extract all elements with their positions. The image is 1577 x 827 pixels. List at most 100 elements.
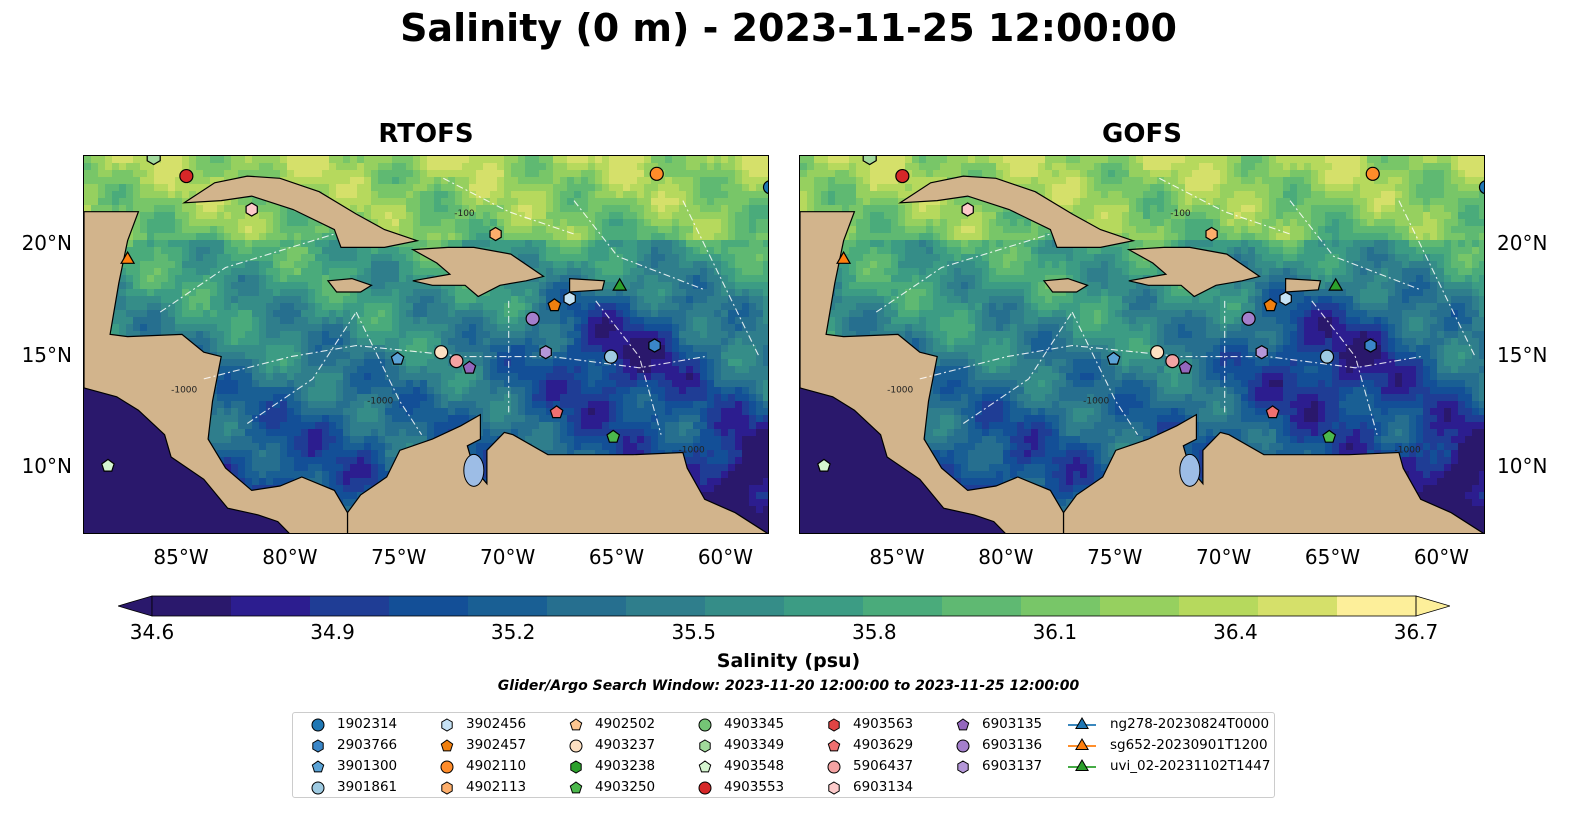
float-marker-1902314[interactable] [1478, 180, 1486, 195]
land-southam [1062, 413, 1484, 533]
float-marker-3902456[interactable] [1279, 291, 1292, 306]
float-marker-4903250[interactable] [1322, 429, 1337, 443]
lat-tick-label: 10°N [21, 454, 72, 479]
float-marker-4903548[interactable] [817, 458, 831, 472]
eez-boundary [595, 300, 662, 435]
float-marker-4903237[interactable] [1150, 345, 1165, 360]
land-hispaniola [410, 246, 545, 298]
float-marker-3901861[interactable] [1319, 349, 1335, 364]
circle-icon [569, 739, 583, 753]
glider-marker-sg652-20230901T1200[interactable] [120, 250, 136, 264]
legend: 1902314 2903766 3901300 3901861 3902456 39024… [292, 712, 1275, 798]
lon-tick-label: 65°W [588, 545, 645, 569]
eez-boundary [1289, 200, 1421, 291]
float-marker-4903250[interactable] [606, 429, 621, 443]
float-marker-4903548[interactable] [101, 458, 115, 472]
float-marker-6903135[interactable] [462, 360, 477, 374]
hexagon-icon [957, 760, 969, 774]
float-marker-4903553[interactable] [179, 168, 194, 184]
legend-label: 2903766 [337, 737, 398, 753]
eez-boundary [159, 233, 335, 313]
legend-item: 4902110 [440, 758, 526, 774]
float-marker-4902113[interactable] [489, 226, 502, 242]
glider-marker-uvi_02-20231102T1447[interactable] [612, 277, 628, 291]
legend-label: 4903563 [853, 716, 914, 732]
legend-item: 4903250 [569, 779, 655, 795]
lon-tick-label: 85°W [869, 545, 925, 569]
float-marker-5906437[interactable] [1165, 354, 1180, 369]
contour-label: -1000 [171, 385, 197, 395]
float-marker-6903135[interactable] [1178, 360, 1193, 374]
float-marker-4903629[interactable] [1265, 405, 1280, 419]
lon-tick-label: 80°W [262, 545, 318, 569]
legend-label: 6903137 [982, 758, 1043, 774]
circle-icon [698, 781, 712, 795]
float-marker-3902457[interactable] [1263, 298, 1278, 312]
lon-tick-label: 65°W [1304, 545, 1361, 569]
land-centam [84, 211, 349, 533]
map-rtofs[interactable]: -1000 -1000 -100 -1000 [83, 155, 769, 534]
circle-icon [311, 781, 325, 795]
colorbar-tick-label: 35.8 [852, 620, 897, 644]
legend-item: 4903548 [698, 758, 784, 774]
float-marker-4903629[interactable] [549, 405, 564, 419]
pacific-ocean [84, 387, 289, 533]
glider-marker-uvi_02-20231102T1447[interactable] [1328, 277, 1344, 291]
legend-label: 6903135 [982, 716, 1043, 732]
float-marker-3901861[interactable] [603, 349, 619, 364]
float-marker-3902456[interactable] [563, 291, 576, 306]
contour-label: -1000 [1395, 446, 1421, 456]
float-marker-6903136[interactable] [525, 311, 540, 326]
float-marker-3902457[interactable] [547, 298, 562, 312]
pacific-ocean [800, 387, 1005, 533]
legend-item: 6903135 [956, 716, 1043, 732]
legend-item: 3902457 [440, 737, 527, 753]
legend-label: 5906437 [853, 758, 914, 774]
legend-label: sg652-20230901T1200 [1110, 737, 1268, 753]
glider-marker-4903349[interactable] [146, 156, 161, 166]
circle-icon [311, 718, 325, 732]
map-gofs[interactable]: -1000 -1000 -100 -1000 [799, 155, 1485, 534]
legend-item: ng278-20230824T0000 [1068, 716, 1269, 732]
land-hispaniola [1126, 246, 1261, 298]
float-marker-3901300[interactable] [1106, 351, 1121, 365]
float-marker-4903237[interactable] [434, 345, 449, 360]
float-marker-1902314[interactable] [762, 180, 770, 195]
lon-tick-label: 70°W [480, 545, 536, 569]
float-marker-6903137[interactable] [1255, 345, 1268, 360]
hexagon-icon [441, 718, 453, 732]
float-marker-6903136[interactable] [1241, 311, 1256, 326]
legend-item: 5906437 [827, 758, 914, 774]
legend-item: 4903553 [698, 779, 784, 795]
eez-boundary [1071, 311, 1139, 435]
float-marker-4903553[interactable] [895, 168, 910, 184]
float-marker-5906437[interactable] [449, 354, 464, 369]
legend-item: 4902113 [441, 779, 526, 795]
land-cuba [897, 175, 1136, 249]
legend-label: 3902457 [466, 737, 527, 753]
float-marker-4902113[interactable] [1205, 226, 1218, 242]
contour-label: -100 [454, 209, 475, 219]
legend-item: 6903136 [956, 737, 1042, 753]
colorbar-tick-label: 35.2 [490, 620, 536, 644]
float-marker-6903134[interactable] [961, 202, 974, 217]
pentagon-icon [569, 718, 583, 731]
float-marker-6903137[interactable] [539, 345, 552, 360]
eez-boundary [203, 344, 705, 380]
colorbar-tick-label: 34.9 [310, 620, 355, 644]
float-marker-4902110[interactable] [1365, 166, 1380, 181]
float-marker-6903134[interactable] [245, 202, 258, 217]
eez-boundary [1311, 300, 1378, 435]
legend-item: 3901300 [311, 758, 397, 774]
float-marker-4902110[interactable] [649, 166, 664, 181]
glider-marker-sg652-20230901T1200[interactable] [836, 250, 852, 264]
float-marker-2903766[interactable] [1364, 338, 1377, 353]
float-marker-3901300[interactable] [390, 351, 405, 365]
panel-title-gofs: GOFS [1102, 119, 1182, 149]
legend-item: 1902314 [311, 716, 397, 732]
hexagon-icon [312, 739, 324, 753]
glider-marker-4903349[interactable] [862, 156, 877, 166]
pentagon-icon [440, 739, 454, 752]
float-marker-2903766[interactable] [648, 338, 661, 353]
legend-item: 2903766 [312, 737, 398, 753]
